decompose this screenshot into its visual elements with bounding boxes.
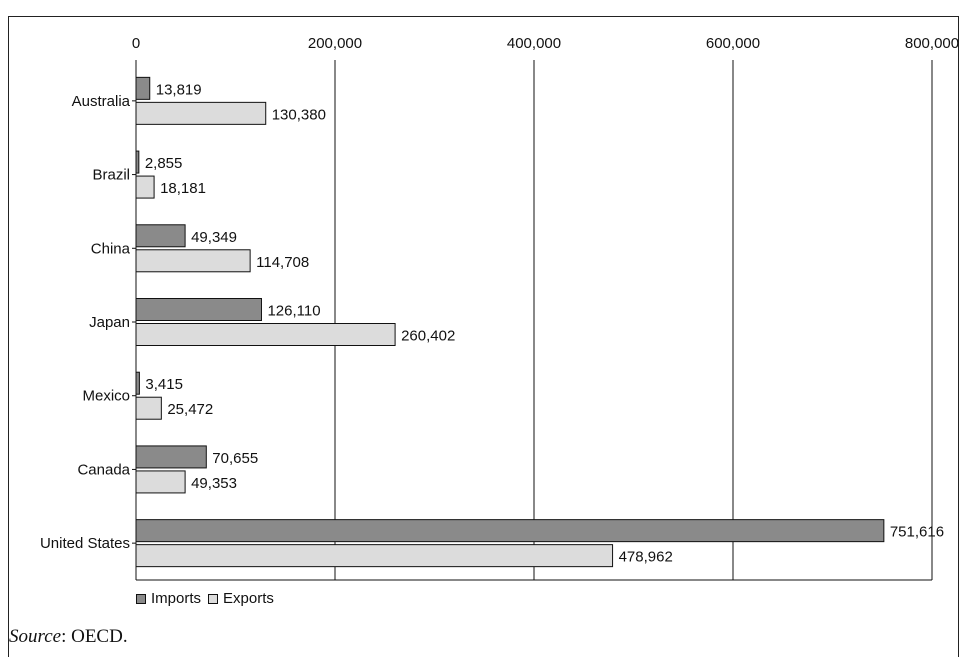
legend-swatch-imports [136, 593, 146, 604]
legend-swatch-exports [208, 593, 219, 604]
source-text: : OECD. [61, 626, 128, 647]
bar-imports [135, 519, 885, 543]
legend-label-imports: Imports [151, 590, 202, 607]
x-tick-label: 200,000 [308, 35, 362, 52]
data-label-exports: 478,962 [619, 549, 673, 566]
data-label-exports: 25,472 [167, 401, 213, 418]
bar-exports [135, 544, 614, 568]
category-label: China [91, 240, 131, 257]
bar-imports [135, 76, 151, 100]
data-label-exports: 114,708 [256, 254, 309, 271]
data-label-imports: 126,110 [267, 303, 320, 320]
data-label-exports: 260,402 [401, 328, 455, 345]
bar-chart: 0 200,000 400,000 600,000 800,000 Australia 13… [40, 35, 959, 581]
bar-imports [135, 224, 186, 248]
figure-frame [8, 16, 959, 657]
data-label-imports: 13,819 [156, 81, 202, 98]
x-tick-label: 400,000 [507, 35, 561, 52]
category-label: Australia [72, 93, 131, 110]
data-label-imports: 70,655 [212, 450, 258, 467]
x-tick-label: 600,000 [706, 35, 760, 52]
category-label: Mexico [82, 388, 130, 405]
bar-exports [135, 323, 396, 346]
category-label: Japan [89, 314, 130, 331]
bar-exports [135, 470, 186, 494]
data-label-imports: 751,616 [890, 524, 944, 541]
data-label-exports: 49,353 [191, 475, 237, 492]
data-label-exports: 18,181 [160, 180, 206, 197]
category-label: Canada [77, 461, 130, 478]
bar-imports [135, 150, 140, 174]
legend-item-imports: Imports [136, 590, 201, 607]
data-label-imports: 49,349 [191, 229, 237, 246]
data-label-imports: 2,855 [145, 155, 183, 172]
legend-item-exports: Exports [208, 590, 274, 607]
source-note: Source: OECD. [9, 626, 128, 648]
bar-exports [135, 249, 251, 273]
bar-imports [135, 445, 207, 469]
bar-exports [135, 396, 162, 420]
bar-exports [135, 101, 267, 125]
bar-imports [135, 371, 140, 395]
bar-imports [135, 298, 262, 321]
category-label: United States [40, 535, 130, 552]
source-label: Source [9, 626, 62, 647]
data-label-imports: 3,415 [145, 376, 183, 393]
legend-label-exports: Exports [223, 590, 274, 607]
bar-exports [135, 175, 155, 199]
data-label-exports: 130,380 [272, 106, 326, 123]
legend: Imports Exports [136, 590, 281, 607]
x-tick-label: 0 [132, 35, 140, 52]
category-label: Brazil [92, 167, 130, 184]
x-tick-label: 800,000 [905, 35, 959, 52]
